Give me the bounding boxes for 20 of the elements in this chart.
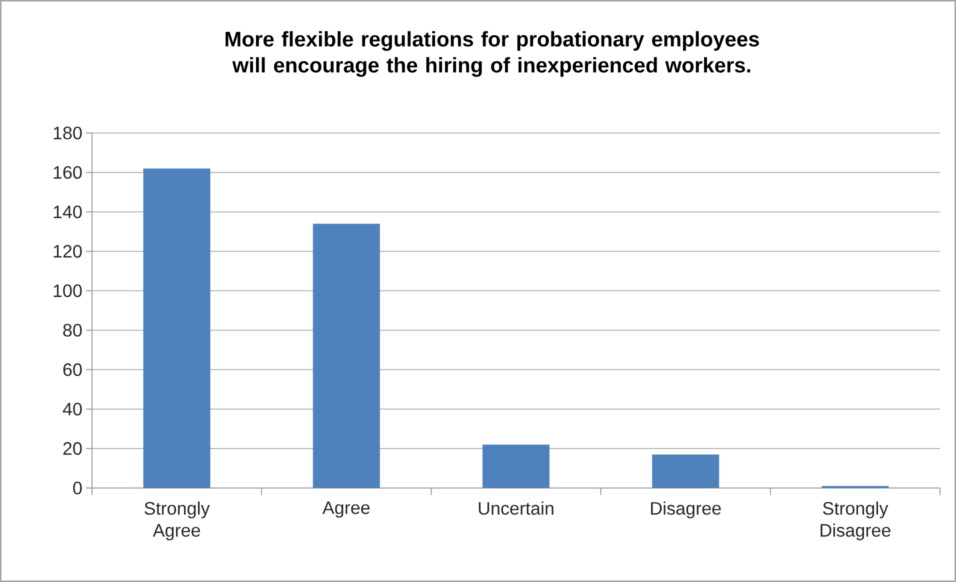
y-tick-label: 60 (63, 363, 82, 376)
chart-title: More flexible regulations for probationary employees will encourage the hiring of inexperienced workers. (226, 31, 759, 77)
bar (482, 444, 550, 488)
bar (652, 454, 720, 488)
y-tick-label: 20 (63, 442, 82, 455)
x-tick-label: Agree (322, 502, 370, 518)
y-tick-label: 0 (73, 482, 82, 494)
y-tick-label: 100 (54, 284, 82, 298)
bar (312, 224, 380, 488)
bar (143, 168, 210, 488)
x-tick-label: Uncertain (478, 502, 554, 515)
y-tick-label: 120 (54, 244, 82, 258)
y-tick-label: 140 (54, 206, 82, 218)
x-tick-label: Strongly Disagree (820, 502, 890, 540)
x-tick-label: Strongly Agree (144, 502, 210, 540)
y-tick-label: 180 (54, 126, 82, 140)
x-tick-label: Disagree (651, 502, 721, 518)
y-tick-label: 80 (63, 324, 82, 337)
y-tick-label: 40 (62, 402, 82, 416)
y-tick-label: 160 (54, 166, 82, 179)
